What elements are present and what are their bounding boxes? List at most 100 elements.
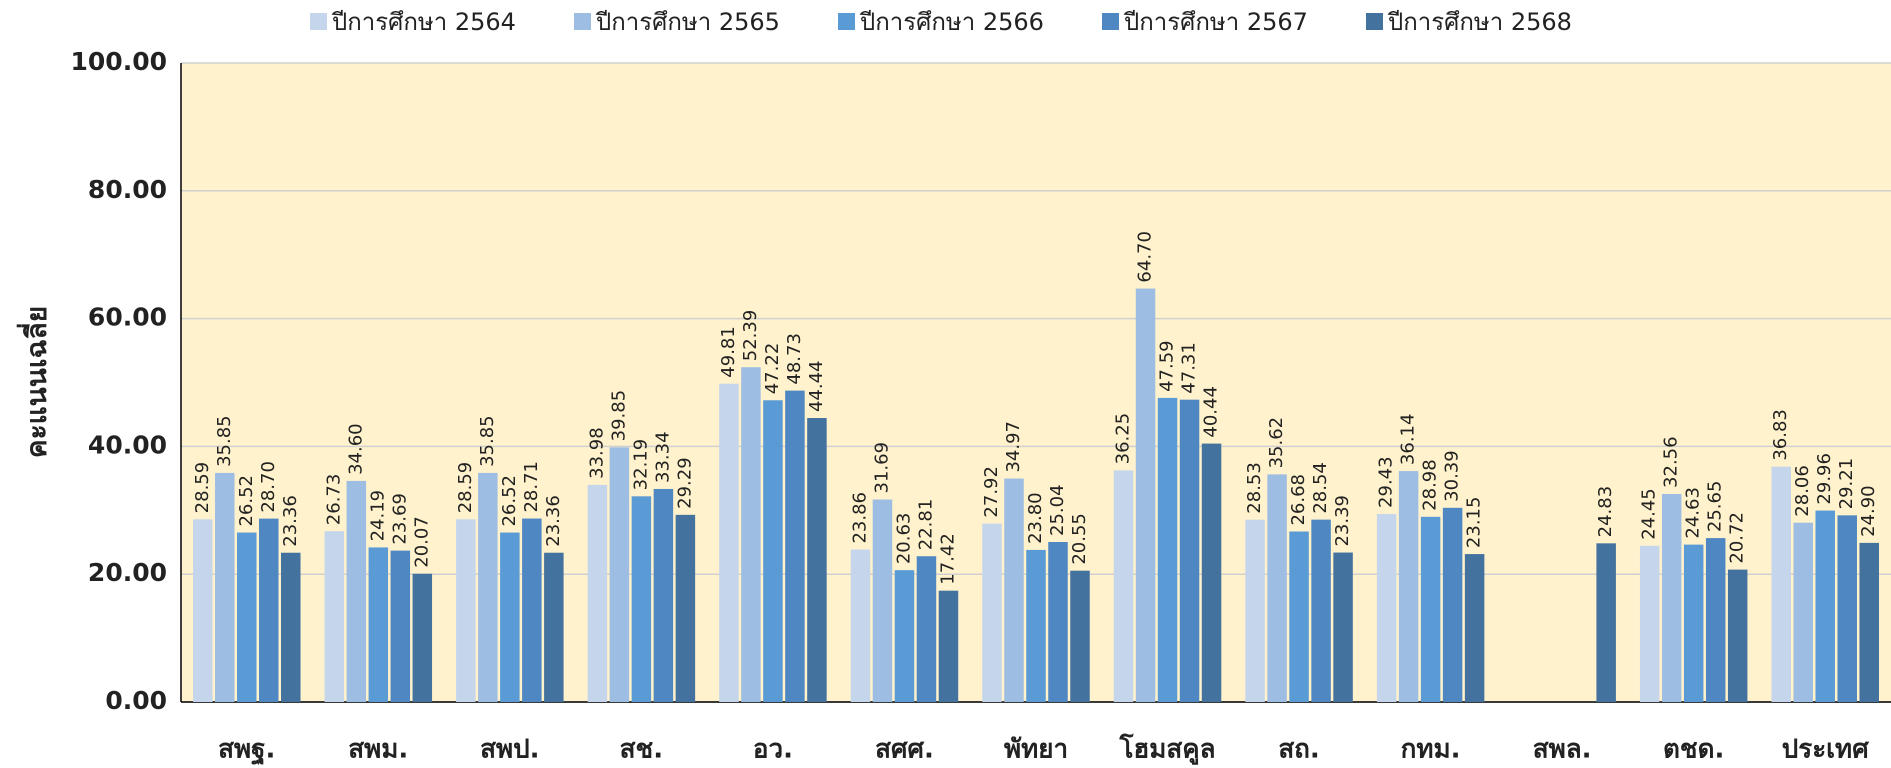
data-label: 36.25 <box>1113 413 1134 465</box>
y-tick-label: 40.00 <box>88 430 167 459</box>
x-tick-label: สพป. <box>480 735 539 765</box>
bar <box>653 488 674 702</box>
bar <box>368 547 389 702</box>
data-label: 25.65 <box>1705 481 1726 533</box>
bar <box>1048 541 1068 702</box>
data-label: 47.31 <box>1179 342 1200 394</box>
bar <box>1639 545 1660 702</box>
bar <box>1705 538 1726 702</box>
legend-label: ปีการศึกษา 2568 <box>1387 8 1572 36</box>
x-tick-label: กทม. <box>1401 735 1461 765</box>
bar <box>916 556 937 702</box>
bar <box>719 383 739 702</box>
data-label: 35.62 <box>1266 417 1287 469</box>
bar <box>412 573 433 702</box>
data-label: 29.96 <box>1814 453 1835 505</box>
data-label: 31.69 <box>871 442 892 494</box>
data-label: 26.52 <box>499 475 520 527</box>
x-tick-label: พัทยา <box>1004 735 1068 765</box>
legend-label: ปีการศึกษา 2565 <box>595 8 780 36</box>
bar <box>1661 493 1682 702</box>
data-label: 40.44 <box>1201 386 1222 438</box>
data-label: 26.52 <box>236 475 257 527</box>
data-label: 32.19 <box>630 439 651 491</box>
bar <box>1442 507 1463 702</box>
legend-label: ปีการศึกษา 2566 <box>859 8 1044 36</box>
data-label: 24.45 <box>1639 488 1660 540</box>
data-label: 23.80 <box>1025 492 1046 544</box>
bar <box>1376 513 1397 702</box>
bar <box>193 519 213 702</box>
data-label: 20.55 <box>1069 513 1090 565</box>
x-tick-label: สถ. <box>1278 735 1320 765</box>
bar <box>346 480 367 702</box>
data-label: 24.63 <box>1683 487 1704 539</box>
data-label: 44.44 <box>806 360 827 412</box>
bar <box>478 472 498 702</box>
data-label: 28.54 <box>1310 462 1331 514</box>
data-label: 24.83 <box>1595 486 1616 538</box>
bar <box>1727 569 1748 702</box>
bar <box>938 590 959 702</box>
bar <box>390 550 411 702</box>
bar <box>324 531 345 702</box>
data-label: 23.86 <box>849 492 870 544</box>
data-label: 24.19 <box>367 490 388 542</box>
data-label: 28.59 <box>455 462 476 514</box>
bar <box>1333 552 1353 702</box>
data-label: 29.43 <box>1376 456 1397 508</box>
data-label: 35.85 <box>214 415 235 467</box>
bar <box>1859 542 1879 702</box>
data-label: 49.81 <box>718 326 739 378</box>
data-label: 28.53 <box>1244 462 1265 514</box>
bar <box>259 518 279 702</box>
bar <box>1201 443 1222 702</box>
data-label: 33.98 <box>586 427 607 479</box>
x-tick-label: สพฐ. <box>218 735 275 767</box>
legend-swatch <box>1102 13 1119 30</box>
bar <box>1837 515 1857 702</box>
legend-swatch <box>310 13 327 30</box>
bar <box>544 552 564 702</box>
bar <box>522 518 542 702</box>
data-label: 28.98 <box>1420 459 1441 511</box>
data-label: 23.39 <box>1332 495 1353 547</box>
bar <box>1026 549 1046 702</box>
data-label: 39.85 <box>608 390 629 442</box>
bar <box>1311 519 1331 702</box>
bar <box>1420 516 1441 702</box>
data-label: 17.42 <box>937 533 958 585</box>
x-tick-label: สช. <box>620 735 663 765</box>
x-tick-label: สพม. <box>348 735 408 765</box>
data-label: 23.36 <box>280 495 301 547</box>
bar <box>456 519 476 702</box>
data-label: 23.36 <box>543 495 564 547</box>
x-tick-label: ตชด. <box>1663 735 1724 765</box>
y-axis-title: คะแนนเฉลี่ย <box>16 306 53 458</box>
data-label: 24.90 <box>1858 485 1879 537</box>
data-label: 29.29 <box>674 457 695 509</box>
bar <box>500 532 520 702</box>
bar <box>1113 470 1134 702</box>
bar <box>982 523 1002 702</box>
bar <box>785 390 805 702</box>
bar <box>872 499 893 702</box>
data-label: 20.63 <box>893 513 914 565</box>
data-label: 26.73 <box>323 474 344 526</box>
x-tick-label: โฮมสคูล <box>1118 733 1215 766</box>
data-label: 26.68 <box>1288 474 1309 526</box>
y-tick-label: 100.00 <box>71 47 167 76</box>
bar <box>1157 397 1178 702</box>
y-tick-label: 60.00 <box>88 303 167 332</box>
bar <box>1596 543 1616 702</box>
data-label: 23.15 <box>1464 497 1485 549</box>
bar <box>587 484 608 702</box>
data-label: 48.73 <box>784 333 805 385</box>
data-label: 27.92 <box>981 466 1002 518</box>
bar <box>281 552 301 702</box>
bar <box>1771 466 1791 702</box>
data-label: 25.04 <box>1047 484 1068 536</box>
legend-swatch <box>838 13 855 30</box>
bar <box>1135 288 1156 702</box>
